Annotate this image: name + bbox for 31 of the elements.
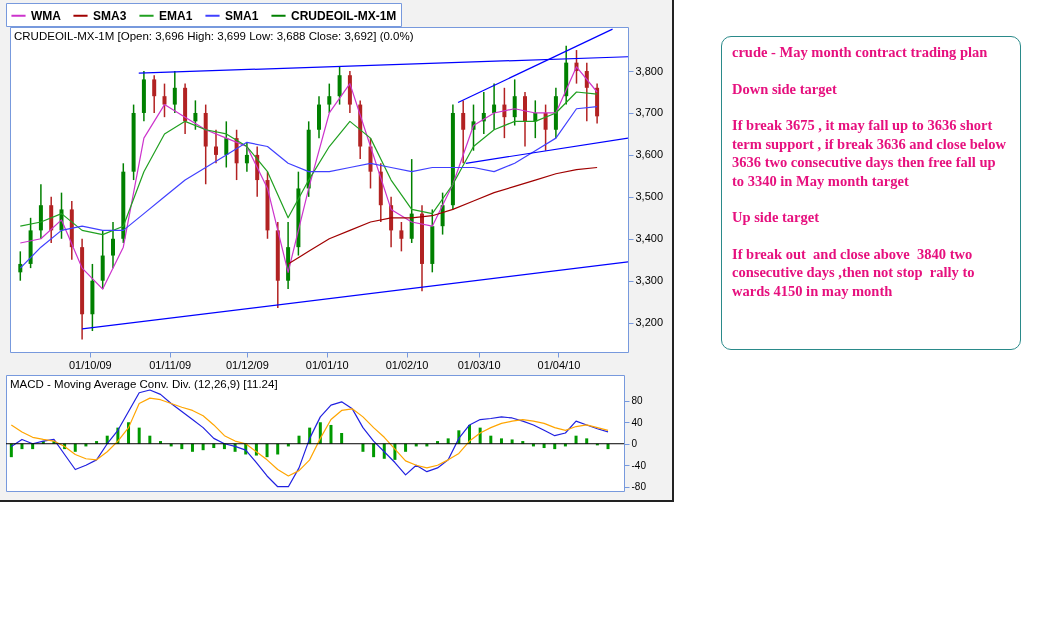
- legend-label: WMA: [31, 8, 62, 23]
- y-tick-label: 3,600: [635, 148, 664, 161]
- legend-label: SMA1: [225, 8, 259, 23]
- text: Up side target: [732, 208, 820, 227]
- chart-title: CRUDEOIL-MX-1M [Open: 3,696 High: 3,699 Low: 3,688 Close: 3,692] (0.0%): [14, 30, 414, 42]
- x-tick-label: 01/10/09: [68, 358, 112, 371]
- y-tick-label: 3,800: [635, 64, 664, 77]
- chart-title: MACD - Moving Average Conv. Div. (12,26,9) [11.24]: [10, 378, 278, 390]
- text: If break out and close above 3840 two consecutive days ,then not stop rally to wards 4150 in may month: [732, 244, 976, 300]
- text: crude - May month contract trading plan: [732, 43, 989, 62]
- x-tick-label: 01/02/10: [385, 358, 429, 371]
- y-tick-label: 0: [631, 438, 638, 450]
- legend-label: EMA1: [159, 8, 193, 23]
- y-tick-label: 40: [631, 416, 644, 428]
- y-tick-label: 80: [631, 395, 644, 407]
- x-tick-label: 01/03/10: [457, 358, 501, 371]
- y-tick-label: 3,400: [635, 232, 664, 245]
- y-tick-label: -40: [631, 459, 647, 471]
- x-tick-label: 01/01/10: [305, 358, 349, 371]
- y-tick-label: -80: [631, 481, 647, 493]
- x-tick-label: 01/11/09: [149, 358, 192, 371]
- y-tick-label: 3,300: [635, 274, 664, 287]
- text: If break 3675 , it may fall up to 3636 short term support , if break 3636 and close below 3636 two consecutive days then free fall up to 3340 in May month target: [732, 116, 1008, 190]
- legend-label: CRUDEOIL-MX-1M: [291, 8, 397, 23]
- y-tick-label: 3,200: [635, 316, 664, 329]
- legend-label: SMA3: [93, 8, 127, 23]
- text: Down side target: [732, 79, 838, 98]
- y-tick-label: 3,500: [635, 190, 664, 203]
- x-tick-label: 01/12/09: [225, 358, 269, 371]
- x-tick-label: 01/04/10: [537, 358, 581, 371]
- y-tick-label: 3,700: [635, 106, 664, 119]
